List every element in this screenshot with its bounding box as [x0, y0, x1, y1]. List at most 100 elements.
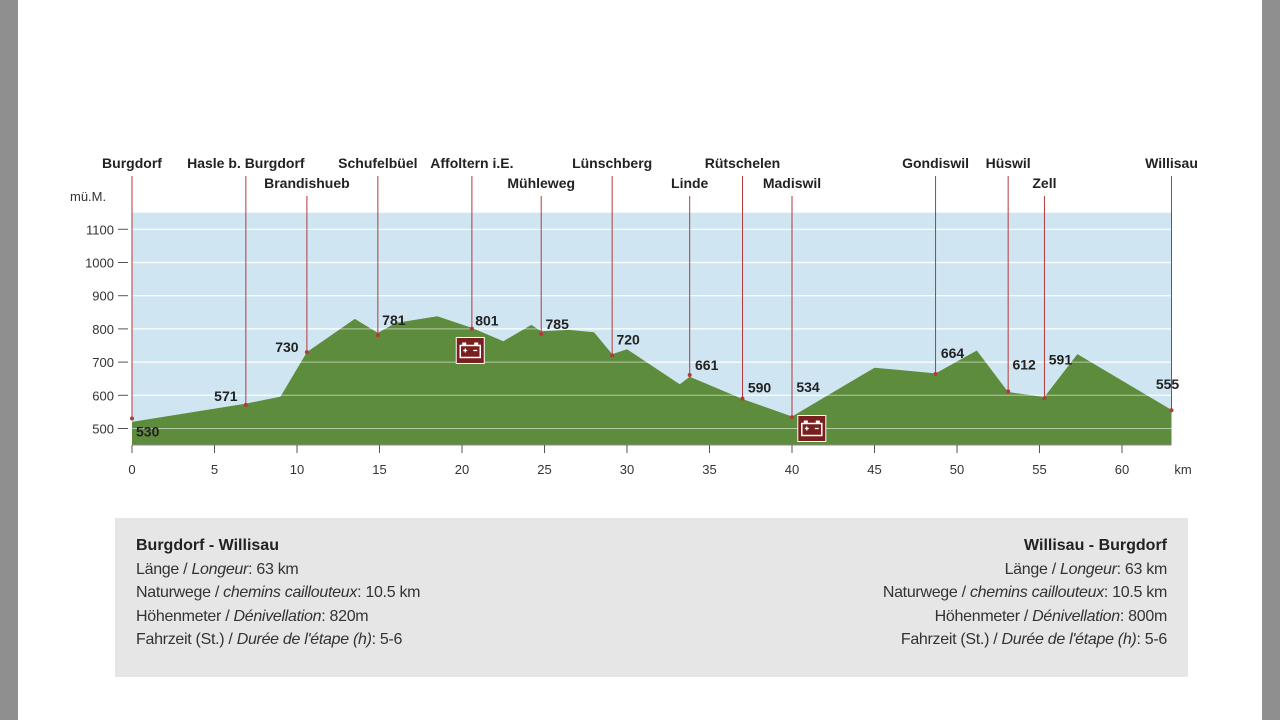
info-value: : 800m	[1119, 607, 1167, 625]
info-value: : 63 km	[248, 560, 299, 578]
x-tick-label: 10	[290, 462, 304, 477]
y-tick-label: 800	[92, 322, 114, 337]
x-tick-label: 55	[1032, 462, 1046, 477]
x-tick-label: 0	[128, 462, 135, 477]
y-tick-label: 1100	[86, 222, 114, 237]
info-label-de: Fahrzeit (St.) /	[900, 631, 1002, 648]
terrain-area	[132, 316, 1172, 445]
y-tick-label: 1000	[85, 256, 114, 271]
place-point	[539, 331, 544, 336]
place-name-label: Willisau	[1145, 155, 1198, 171]
x-tick-label: 45	[867, 462, 881, 477]
place-name-label: Linde	[671, 175, 709, 191]
info-value: : 5-6	[1136, 631, 1167, 648]
x-tick-label: 40	[785, 462, 799, 477]
battery-charging-icon	[797, 415, 827, 442]
place-name-label: Affoltern i.E.	[430, 155, 513, 171]
place-point	[933, 372, 938, 377]
info-row-duration: Fahrzeit (St.) / Durée de l'étape (h): 5…	[136, 628, 420, 652]
info-row-elevation-gain: Höhenmeter / Dénivellation: 820m	[136, 605, 420, 629]
gridlines-overlay	[132, 328, 1172, 429]
place-name-label: Zell	[1032, 175, 1056, 191]
x-tick-label: 15	[372, 462, 386, 477]
elevation-label: 781	[382, 312, 406, 328]
place-name-label: Burgdorf	[102, 155, 162, 171]
x-tick-label: 25	[537, 462, 551, 477]
info-column-willisau-burgdorf: Willisau - Burgdorf Länge / Longeur: 63 …	[883, 534, 1167, 652]
info-label-de: Länge /	[1004, 560, 1060, 578]
place-name-label: Hasle b. Burgdorf	[187, 155, 305, 171]
elevation-label: 664	[941, 345, 965, 361]
place-point	[1169, 408, 1174, 413]
info-label-fr: Durée de l'étape (h)	[1001, 631, 1137, 648]
service-markers	[455, 336, 827, 442]
place-point	[687, 373, 692, 378]
info-row-natural-roads: Naturwege / chemins caillouteux: 10.5 km	[136, 581, 420, 605]
info-title: Willisau - Burgdorf	[1024, 537, 1167, 554]
place-point	[469, 326, 474, 331]
info-row-length: Länge / Longeur: 63 km	[136, 558, 420, 582]
info-label-de: Fahrzeit (St.) /	[136, 631, 237, 648]
y-axis-title: mü.M.	[70, 189, 106, 204]
info-label-fr: Durée de l'étape (h)	[236, 631, 372, 648]
y-tick-label: 500	[92, 422, 114, 437]
y-tick-label: 900	[92, 289, 114, 304]
elevation-label: 612	[1012, 356, 1036, 372]
info-label-de: Naturwege /	[882, 584, 970, 601]
info-value: : 63 km	[1116, 560, 1168, 578]
info-label-fr: Longeur	[1060, 560, 1117, 578]
place-point	[790, 415, 794, 420]
elevation-label: 530	[136, 424, 160, 440]
info-value: : 10.5 km	[357, 584, 421, 601]
info-label-de: Höhenmeter /	[136, 607, 234, 625]
elevation-label: 801	[475, 313, 499, 329]
place-point	[304, 350, 309, 355]
info-value: : 10.5 km	[1103, 584, 1167, 601]
place-point	[243, 402, 248, 407]
x-tick-label: 60	[1115, 462, 1129, 477]
y-tick-label: 600	[92, 388, 114, 403]
x-axis: 0 5 10 15 20 25 30 35 40 45 50 55 60	[128, 444, 1172, 477]
info-label-de: Höhenmeter /	[934, 607, 1033, 625]
elevation-profile-chart: 500 600 700 800 900 1000 1100 0 5 10 15 20 25 30 35 40…	[70, 155, 1198, 477]
info-row-natural-roads: Naturwege / chemins caillouteux: 10.5 km	[883, 581, 1167, 605]
place-markers: Burgdorf 530 Hasle b. Burgdorf 571 Brandishu…	[102, 155, 1198, 440]
info-label-de: Naturwege /	[136, 584, 224, 601]
info-row-duration: Fahrzeit (St.) / Durée de l'étape (h): 5…	[883, 628, 1167, 652]
elevation-label: 785	[546, 316, 570, 332]
place-point	[1042, 396, 1047, 401]
place-name-label: Rütschelen	[705, 155, 780, 171]
info-label-fr: chemins caillouteux	[223, 584, 358, 601]
elevation-label: 555	[1156, 376, 1180, 392]
x-tick-label: 50	[950, 462, 964, 477]
y-axis: 500 600 700 800 900 1000 1100	[85, 222, 128, 437]
x-tick-label: 5	[211, 462, 218, 477]
y-tick-label: 700	[92, 355, 114, 370]
place-point	[740, 396, 745, 401]
place-name-label: Schufelbüel	[338, 155, 417, 171]
info-label-fr: Dénivellation	[1032, 607, 1120, 625]
info-title: Burgdorf - Willisau	[136, 537, 279, 554]
info-row-length: Länge / Longeur: 63 km	[883, 558, 1168, 582]
place-point	[1006, 389, 1011, 394]
elevation-label: 730	[275, 339, 299, 355]
x-tick-label: 35	[702, 462, 716, 477]
elevation-label: 534	[796, 379, 820, 395]
place-name-label: Brandishueb	[264, 175, 350, 191]
elevation-label: 590	[748, 380, 772, 396]
info-label-fr: chemins caillouteux	[969, 584, 1104, 601]
place-name-label: Madiswil	[763, 175, 821, 191]
place-name-label: Lünschberg	[572, 155, 652, 171]
place-point	[130, 416, 134, 421]
elevation-label: 591	[1049, 351, 1073, 367]
x-axis-title: km	[1174, 462, 1191, 477]
x-tick-label: 30	[620, 462, 634, 477]
elevation-label: 720	[616, 331, 640, 347]
info-value: : 5-6	[371, 631, 403, 648]
battery-charging-icon	[455, 336, 485, 364]
place-point	[610, 353, 615, 358]
info-value: : 820m	[321, 607, 369, 625]
info-row-elevation-gain: Höhenmeter / Dénivellation: 800m	[883, 605, 1168, 629]
x-tick-label: 20	[455, 462, 469, 477]
info-label-fr: Longeur	[191, 560, 249, 578]
